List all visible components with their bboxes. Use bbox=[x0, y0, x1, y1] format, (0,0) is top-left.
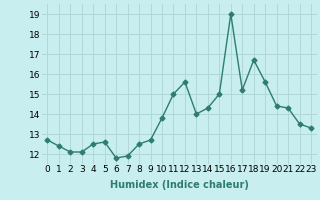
X-axis label: Humidex (Indice chaleur): Humidex (Indice chaleur) bbox=[110, 180, 249, 190]
